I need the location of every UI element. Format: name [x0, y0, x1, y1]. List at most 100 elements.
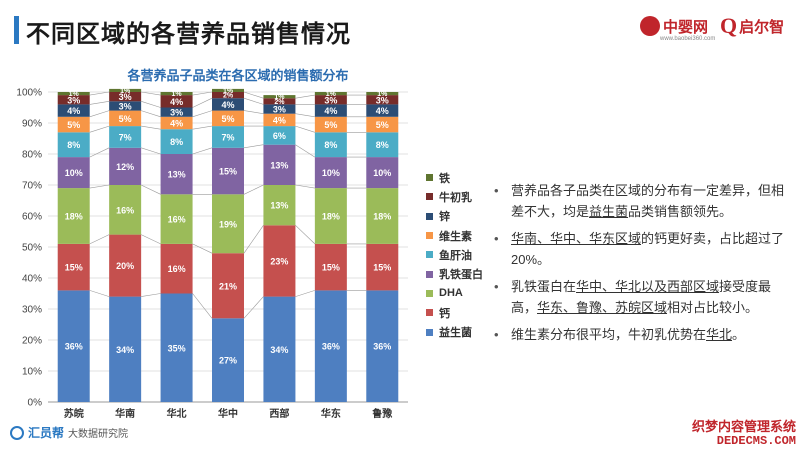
bar-segment — [212, 318, 244, 402]
bar-segment — [109, 101, 142, 111]
series-connector — [89, 234, 110, 245]
data-label: 4% — [170, 119, 183, 129]
legend-item-vitamin: 维生素 — [426, 226, 483, 245]
y-tick-label: 60% — [22, 212, 42, 223]
series-connector — [141, 293, 161, 297]
data-label: 1% — [120, 88, 131, 95]
bar-segment — [57, 157, 90, 189]
data-label: 4% — [67, 106, 80, 116]
bar-segment — [57, 92, 90, 96]
series-connector — [192, 97, 213, 108]
x-tick-label: 苏皖 — [64, 407, 84, 420]
x-tick-label: 西部 — [269, 407, 289, 420]
bar-segment — [160, 194, 193, 244]
data-label: 18% — [65, 212, 83, 222]
series-connector — [89, 91, 110, 96]
bar-segment — [366, 188, 399, 244]
series-connector — [89, 101, 110, 105]
brand-q-icon: Q — [720, 13, 738, 38]
series-connector — [141, 184, 161, 195]
data-label: 21% — [219, 281, 237, 291]
data-label: 2% — [223, 93, 234, 100]
bar-segment — [109, 147, 142, 185]
bar-segment — [109, 92, 142, 102]
note-3: 乳铁蛋白在华中、华北以及西部区域接受度最高，华东、鲁豫、苏皖区域相对占比较小。 — [492, 276, 792, 318]
data-label: 16% — [168, 215, 186, 225]
bar-segment — [57, 95, 90, 105]
data-label: 16% — [116, 205, 134, 215]
y-tick-label: 20% — [22, 336, 42, 347]
bar-segment — [366, 95, 399, 105]
y-tick-label: 40% — [22, 274, 42, 285]
watermark-line1: 织梦内容管理系统 — [691, 419, 796, 434]
data-label: 5% — [324, 120, 337, 130]
bar-segment — [212, 253, 244, 319]
data-label: 5% — [221, 114, 234, 124]
x-tick-label: 华北 — [167, 407, 187, 420]
data-label: 3% — [67, 95, 80, 105]
y-tick-label: 0% — [28, 398, 43, 409]
data-label: 1% — [172, 91, 183, 98]
data-label: 34% — [270, 345, 288, 355]
bar-segment — [366, 116, 399, 133]
data-label: 18% — [373, 212, 391, 222]
x-tick-label: 华中 — [218, 407, 238, 420]
data-label: 13% — [270, 201, 288, 211]
bar-segment — [314, 92, 347, 96]
bar-segment — [57, 243, 90, 291]
legend-item-probiotics: 益生菌 — [426, 322, 483, 341]
bar-segment — [212, 147, 244, 195]
series-connector — [89, 290, 110, 297]
series-connector — [243, 184, 264, 195]
series-connector — [141, 110, 161, 118]
series-connector — [295, 125, 315, 133]
bar-segment — [212, 194, 244, 254]
header-bar: 不同区域的各营养品销售情况 中婴网 www.baobei360.com Q 启尔… — [0, 0, 800, 60]
data-label: 20% — [116, 261, 134, 271]
series-connector — [192, 243, 213, 254]
data-label: 8% — [324, 140, 337, 150]
series-connector — [243, 110, 264, 114]
series-connector — [295, 225, 316, 245]
data-label: 16% — [168, 264, 186, 274]
bar-segment — [160, 95, 193, 108]
y-tick-label: 70% — [22, 181, 42, 192]
y-tick-label: 100% — [16, 88, 42, 99]
brand-dot-icon — [640, 16, 660, 36]
legend-item-zinc: 锌 — [426, 207, 483, 226]
legend-item-fish-oil: 鱼肝油 — [426, 245, 483, 264]
series-connector — [295, 184, 315, 189]
series-connector — [141, 147, 161, 155]
data-label: 5% — [376, 120, 389, 130]
bar-segment — [366, 92, 399, 96]
bar-segment — [109, 296, 142, 402]
data-label: 3% — [119, 101, 132, 111]
legend-item-calcium: 钙 — [426, 303, 483, 322]
bar-segment — [366, 243, 399, 291]
bar-segment — [366, 157, 399, 189]
series-connector — [243, 91, 264, 99]
series-connector — [295, 290, 315, 297]
bar-segment — [263, 113, 296, 127]
data-label: 5% — [67, 120, 80, 130]
note-4: 维生素分布很平均，牛初乳优势在华北。 — [492, 324, 792, 345]
data-label: 34% — [116, 345, 134, 355]
bar-segment — [212, 98, 244, 111]
data-label: 13% — [168, 170, 186, 180]
series-connector — [192, 110, 213, 118]
bar-segment — [109, 185, 142, 235]
footer-logo-icon — [10, 425, 24, 440]
bar-segment — [109, 126, 142, 148]
bar-segment — [366, 104, 399, 117]
series-connector — [295, 113, 315, 118]
data-label: 3% — [273, 105, 286, 115]
data-label: 10% — [373, 168, 391, 178]
watermark: 织梦内容管理系统 DEDECMS.COM — [691, 419, 796, 449]
footer-logo: 汇员帮 大数据研究院 — [10, 424, 128, 441]
bar-segment — [263, 126, 296, 145]
y-tick-label: 90% — [22, 119, 42, 130]
data-label: 8% — [376, 140, 389, 150]
title-accent-bar — [14, 16, 19, 44]
bar-segment — [160, 92, 193, 96]
bar-segment — [212, 92, 244, 99]
